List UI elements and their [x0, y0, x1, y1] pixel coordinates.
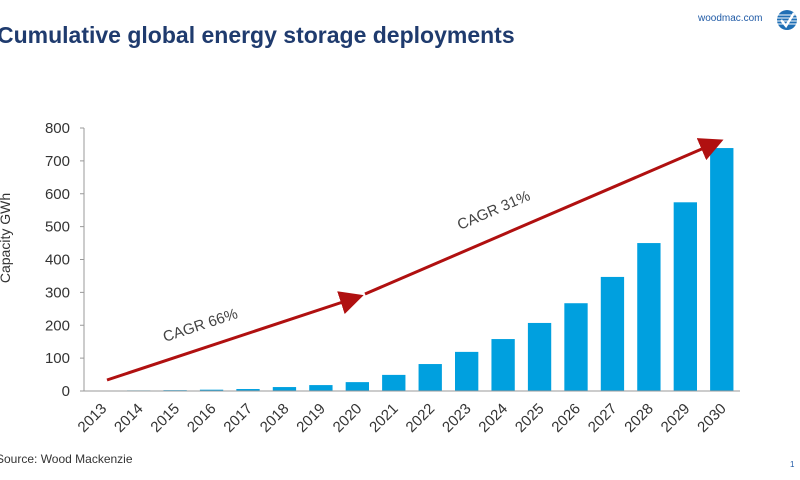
bar-2024	[491, 339, 515, 391]
x-tick-label: 2024	[475, 400, 511, 436]
x-tick-label: 2016	[184, 400, 220, 436]
bar-2028	[637, 243, 661, 391]
y-tick-label: 700	[45, 153, 70, 170]
x-tick-label: 2023	[439, 400, 475, 436]
x-tick-label: 2022	[403, 400, 439, 436]
x-tick-label: 2015	[147, 400, 183, 436]
bar-2017	[236, 389, 260, 391]
x-tick-label: 2013	[75, 400, 111, 436]
x-tick-label: 2029	[658, 400, 694, 436]
x-tick-label: 2018	[257, 400, 293, 436]
bar-2019	[309, 385, 333, 391]
y-tick-label: 600	[45, 186, 70, 203]
x-tick-label: 2019	[293, 400, 329, 436]
x-tick-label: 2021	[366, 400, 402, 436]
y-tick-label: 0	[62, 383, 70, 400]
bar-2030	[710, 148, 734, 391]
bar-2026	[564, 303, 588, 391]
y-tick-label: 200	[45, 317, 70, 334]
bar-2018	[272, 387, 297, 391]
website-link[interactable]: woodmac.com	[698, 13, 763, 24]
bar-2027	[600, 276, 625, 391]
y-tick-label: 400	[45, 252, 70, 269]
x-tick-label: 2017	[220, 400, 256, 436]
bar-2025	[527, 322, 552, 391]
cagr-arrow-2	[364, 138, 724, 296]
bar-2023	[455, 351, 479, 391]
y-tick-label: 500	[45, 219, 70, 236]
bar-2029	[673, 202, 697, 391]
source-note: Source: Wood Mackenzie	[0, 452, 133, 466]
y-tick-label: 100	[45, 350, 70, 367]
y-tick-label: 300	[45, 284, 70, 301]
x-tick-label: 2020	[330, 400, 366, 436]
bar-2016	[199, 389, 224, 391]
bar-2022	[418, 364, 442, 391]
x-tick-label: 2027	[585, 400, 621, 436]
x-tick-label: 2025	[512, 400, 548, 436]
woodmac-logo-icon	[777, 10, 797, 30]
cagr-arrow-1	[106, 291, 364, 382]
x-tick-label: 2026	[548, 400, 584, 436]
y-axis-label: Capacity GWh	[0, 193, 13, 283]
page-number: 1	[790, 460, 795, 469]
bar-2021	[382, 374, 406, 391]
x-tick-label: 2030	[694, 400, 730, 436]
y-tick-label: 800	[45, 120, 70, 137]
page-title: Cumulative global energy storage deploym…	[0, 22, 515, 48]
x-tick-label: 2028	[621, 400, 657, 436]
x-tick-label: 2014	[111, 400, 147, 436]
bar-2020	[345, 382, 369, 391]
